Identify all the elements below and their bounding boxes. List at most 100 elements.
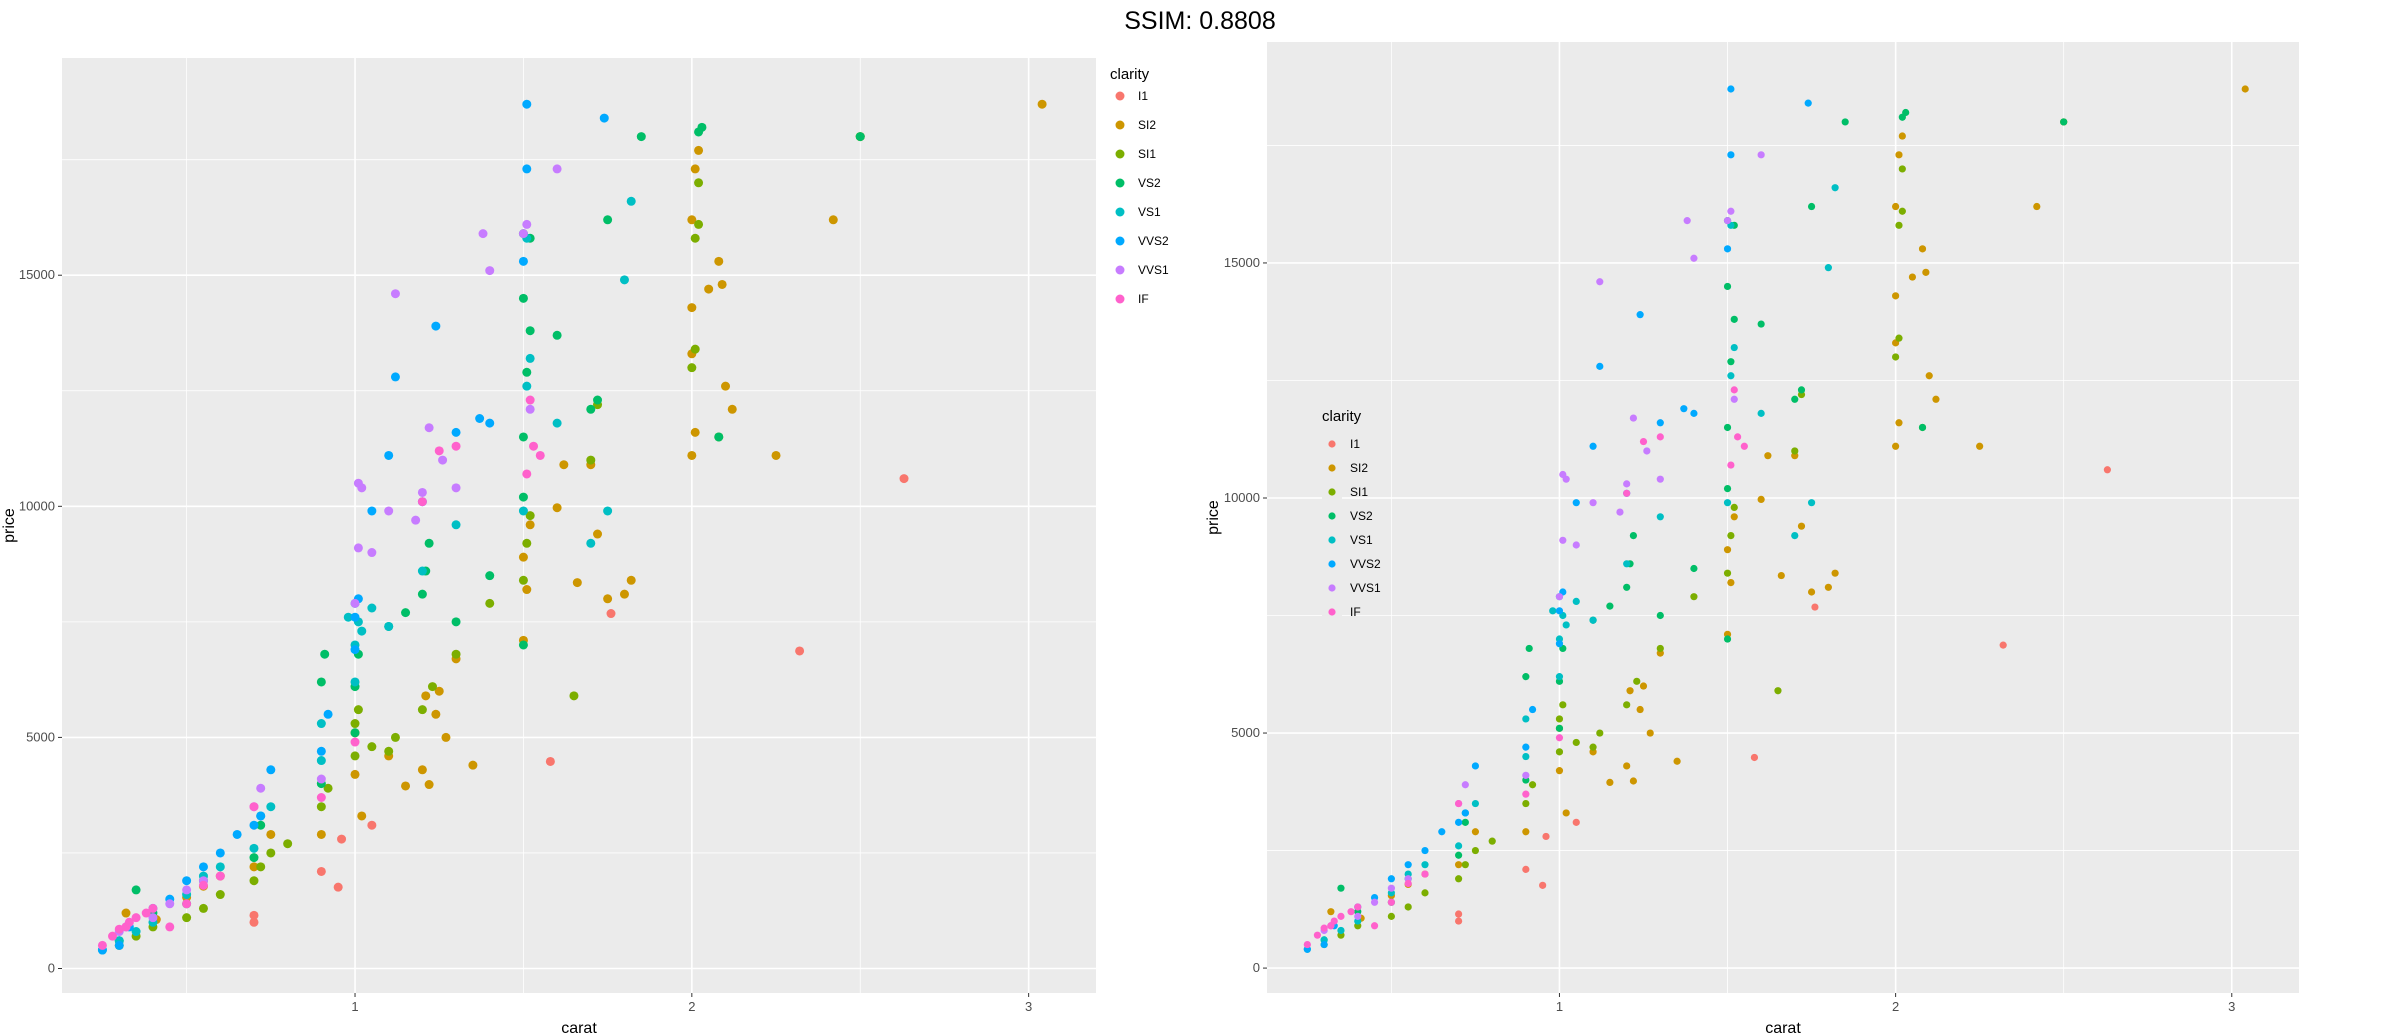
point-si2 bbox=[1455, 861, 1463, 869]
point-si2 bbox=[619, 589, 629, 599]
point-if bbox=[165, 922, 175, 932]
point-vvs2 bbox=[1471, 762, 1480, 770]
point-si2 bbox=[1757, 495, 1765, 504]
point-si2 bbox=[401, 781, 411, 791]
point-vs2 bbox=[1791, 395, 1799, 403]
point-si2 bbox=[249, 862, 259, 872]
point-i1 bbox=[1542, 832, 1550, 841]
point-vs1 bbox=[1791, 531, 1799, 540]
point-vvs2 bbox=[249, 820, 259, 830]
scatter-plot-right: 1 2 3 0 5000 10000 15000 carat price clarity I1 SI2… bbox=[1205, 42, 2299, 1034]
x-axis-title: carat bbox=[1765, 1020, 1801, 1034]
point-vvs1 bbox=[1757, 151, 1765, 159]
point-vvs1 bbox=[1616, 508, 1624, 516]
point-si2 bbox=[434, 686, 444, 696]
point-vvs2 bbox=[1596, 362, 1604, 370]
point-si1 bbox=[1623, 701, 1631, 709]
point-if bbox=[1656, 433, 1664, 441]
point-vs2 bbox=[1337, 884, 1345, 892]
point-vs2 bbox=[525, 326, 535, 336]
point-vs2 bbox=[1918, 423, 1927, 432]
point-if bbox=[1623, 489, 1631, 497]
point-vs1 bbox=[525, 353, 535, 363]
point-vvs1 bbox=[256, 783, 266, 793]
point-if bbox=[1337, 912, 1345, 920]
point-si2 bbox=[522, 585, 532, 595]
point-vs2 bbox=[603, 215, 613, 225]
point-vvs2 bbox=[1636, 311, 1644, 319]
point-vvs1 bbox=[353, 478, 363, 488]
point-si1 bbox=[1421, 889, 1429, 897]
point-vvs2 bbox=[431, 321, 441, 331]
point-vs2 bbox=[451, 617, 461, 627]
point-si2 bbox=[1925, 372, 1933, 380]
y-tick-label: 15000 bbox=[19, 267, 55, 282]
point-vvs2 bbox=[266, 765, 276, 775]
point-si2 bbox=[1626, 687, 1634, 695]
point-vvs2 bbox=[475, 414, 485, 424]
legend-label: VVS2 bbox=[1138, 234, 1169, 248]
point-if bbox=[1740, 442, 1748, 450]
point-if bbox=[525, 395, 535, 405]
point-si2 bbox=[1639, 682, 1648, 690]
y-tick-label: 0 bbox=[48, 961, 55, 976]
point-si2 bbox=[1555, 767, 1564, 775]
point-vvs2 bbox=[323, 709, 333, 719]
point-i1 bbox=[1539, 881, 1547, 889]
point-si2 bbox=[1562, 809, 1570, 817]
point-vvs1 bbox=[552, 164, 562, 174]
x-tick-label: 1 bbox=[351, 999, 358, 1014]
point-vvs2 bbox=[1320, 940, 1328, 949]
point-si1 bbox=[1488, 837, 1496, 845]
point-vs1 bbox=[1831, 184, 1839, 192]
legend-title: clarity bbox=[1110, 66, 1150, 83]
point-si2 bbox=[603, 594, 613, 604]
point-si2 bbox=[1327, 908, 1335, 916]
point-si2 bbox=[1636, 705, 1644, 714]
point-if bbox=[124, 917, 134, 927]
legend-key-vvs1 bbox=[1115, 265, 1125, 275]
point-vs1 bbox=[626, 196, 636, 206]
point-vvs1 bbox=[1690, 254, 1698, 262]
point-vvs2 bbox=[1656, 419, 1664, 427]
point-vs1 bbox=[1522, 752, 1530, 761]
point-si2 bbox=[1831, 569, 1839, 577]
point-vvs1 bbox=[417, 487, 427, 497]
point-vvs1 bbox=[1522, 771, 1530, 779]
y-axis-title: price bbox=[1205, 500, 1222, 535]
point-vs1 bbox=[1723, 499, 1732, 507]
point-vs1 bbox=[451, 520, 461, 530]
point-if bbox=[1404, 879, 1412, 888]
point-i1 bbox=[367, 820, 377, 830]
point-vs1 bbox=[1549, 607, 1557, 615]
point-vvs1 bbox=[390, 289, 400, 299]
point-vs2 bbox=[1522, 673, 1530, 681]
legend-label: VS1 bbox=[1350, 533, 1373, 547]
legend-label: IF bbox=[1350, 605, 1361, 619]
point-if bbox=[1639, 437, 1648, 446]
point-if bbox=[1370, 922, 1379, 930]
point-i1 bbox=[2103, 466, 2111, 474]
point-si1 bbox=[283, 839, 293, 849]
point-vvs1 bbox=[1559, 536, 1567, 544]
point-si2 bbox=[1922, 268, 1930, 276]
point-vs1 bbox=[586, 538, 596, 548]
point-vvs2 bbox=[1438, 828, 1446, 836]
point-si2 bbox=[468, 760, 478, 770]
point-si1 bbox=[384, 746, 394, 756]
legend-key-si1 bbox=[1115, 149, 1125, 159]
point-si1 bbox=[353, 705, 363, 715]
point-i1 bbox=[795, 646, 805, 656]
point-vvs1 bbox=[1623, 480, 1631, 488]
point-vs1 bbox=[518, 506, 528, 516]
y-tick-label: 15000 bbox=[1224, 255, 1260, 270]
point-vs2 bbox=[1690, 564, 1698, 573]
point-vvs2 bbox=[1589, 442, 1597, 450]
legend-key-si2 bbox=[1328, 464, 1336, 472]
point-vvs1 bbox=[367, 548, 377, 558]
point-vs2 bbox=[518, 432, 528, 442]
point-vvs2 bbox=[1404, 861, 1412, 869]
point-vs2 bbox=[1807, 202, 1816, 211]
point-vs2 bbox=[256, 820, 266, 830]
x-tick-label: 3 bbox=[2228, 999, 2235, 1014]
